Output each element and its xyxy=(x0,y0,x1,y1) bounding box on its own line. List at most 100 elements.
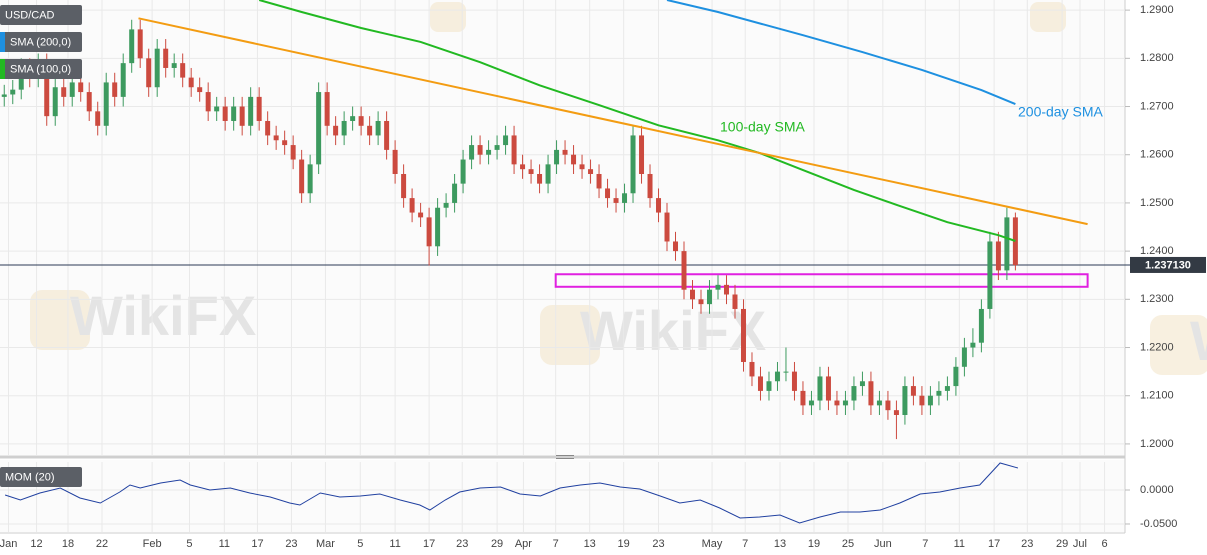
watermark: WikiFX xyxy=(1190,309,1207,372)
annotation: 200-day SMA xyxy=(1018,104,1103,120)
candle-body xyxy=(825,376,831,401)
candle-body xyxy=(622,193,628,203)
candle-body xyxy=(511,135,517,165)
candle-body xyxy=(503,135,509,146)
candle-body xyxy=(163,48,169,68)
candle-body xyxy=(426,217,432,247)
candle-body xyxy=(248,96,254,126)
candle-body xyxy=(893,410,899,415)
sma-line xyxy=(258,0,1016,242)
legend-label: SMA (100,0) xyxy=(10,63,71,75)
legend-swatch xyxy=(0,59,5,79)
candle-body xyxy=(418,212,424,218)
candle-body xyxy=(384,120,390,150)
candle-body xyxy=(936,390,942,396)
candle-body xyxy=(324,92,330,126)
candle-body xyxy=(1012,217,1018,266)
y-tick-label: 1.2700 xyxy=(1140,100,1174,112)
candle-body xyxy=(443,202,449,208)
candle-body xyxy=(197,87,203,93)
x-tick-label: 23 xyxy=(456,538,468,550)
last-price-label: 1.237130 xyxy=(1145,259,1191,271)
candle-body xyxy=(86,92,92,112)
candle-body xyxy=(978,308,984,343)
candle-body xyxy=(859,381,865,387)
candle-body xyxy=(647,173,653,199)
watermark: WikiFX xyxy=(580,299,766,362)
x-tick-label: 23 xyxy=(285,538,297,550)
candle-body xyxy=(953,366,959,387)
legend-box xyxy=(0,5,82,25)
x-tick-label: 13 xyxy=(584,538,596,550)
x-tick-label: 11 xyxy=(954,538,965,550)
y-tick-label: 1.2400 xyxy=(1140,245,1174,257)
candle-body xyxy=(10,89,16,95)
candle-body xyxy=(673,241,679,252)
candle-body xyxy=(52,87,58,117)
candle-body xyxy=(367,125,373,136)
candle-body xyxy=(61,87,67,97)
candle-body xyxy=(477,145,483,155)
candle-body xyxy=(180,63,186,78)
candle-body xyxy=(783,371,789,373)
candle-body xyxy=(885,400,891,411)
candle-body xyxy=(256,96,262,121)
y-tick-label: 1.2800 xyxy=(1140,52,1174,64)
x-tick-label: 12 xyxy=(30,538,42,550)
line-group xyxy=(258,0,1016,242)
candle-body xyxy=(902,386,908,415)
candle-body xyxy=(605,188,611,199)
y-tick-label: -0.0500 xyxy=(1140,518,1177,530)
candle-body xyxy=(706,289,712,305)
legend-label: USD/CAD xyxy=(5,9,55,21)
candle-body xyxy=(664,212,670,242)
candle-body xyxy=(350,116,356,121)
candle-body xyxy=(749,361,755,377)
candle-body xyxy=(868,381,874,406)
candle-body xyxy=(808,400,814,406)
candle-body xyxy=(103,82,109,126)
candle-body xyxy=(919,395,925,406)
watermark: WikiFX xyxy=(70,284,256,347)
x-tick-label: 18 xyxy=(62,538,74,550)
candle-body xyxy=(69,82,75,97)
y-tick-label: 1.2000 xyxy=(1140,438,1174,450)
candle-body xyxy=(656,198,662,213)
candle-body xyxy=(486,149,492,155)
legend-box xyxy=(0,59,82,79)
watermark-logo xyxy=(30,290,90,350)
candle-body xyxy=(562,149,568,155)
candle-body xyxy=(690,289,696,300)
candle-body xyxy=(469,145,475,160)
x-tick-label: 7 xyxy=(922,538,928,550)
legend-box xyxy=(0,467,82,487)
x-tick-label: 17 xyxy=(251,538,263,550)
candle-body xyxy=(154,48,160,88)
candle-body xyxy=(970,342,976,348)
candle-body xyxy=(290,145,296,160)
y-tick-label: 1.2200 xyxy=(1140,341,1174,353)
y-tick-label: 0.0000 xyxy=(1140,484,1174,496)
candle-body xyxy=(1004,217,1010,271)
x-tick-label: Apr xyxy=(515,538,532,550)
candle-body xyxy=(723,284,729,295)
candle-body xyxy=(494,145,500,150)
candle-body xyxy=(545,164,551,184)
annotation: 100-day SMA xyxy=(720,119,805,135)
x-tick-label: 7 xyxy=(742,538,748,550)
x-tick-label: 17 xyxy=(988,538,1000,550)
x-tick-label: 19 xyxy=(808,538,820,550)
candle-body xyxy=(961,347,967,367)
candle-body xyxy=(588,169,594,174)
candle-body xyxy=(927,395,933,406)
x-tick-label: Feb xyxy=(143,538,162,550)
watermark-logo xyxy=(1150,315,1207,375)
candle-body xyxy=(222,106,228,121)
candle-body xyxy=(571,154,577,165)
momentum-line xyxy=(4,462,1019,524)
x-tick-label: Mar xyxy=(316,538,335,550)
watermark-logo xyxy=(430,2,466,32)
x-tick-label: 29 xyxy=(491,538,503,550)
legend-swatch xyxy=(0,32,5,52)
x-tick-label: 5 xyxy=(186,538,192,550)
